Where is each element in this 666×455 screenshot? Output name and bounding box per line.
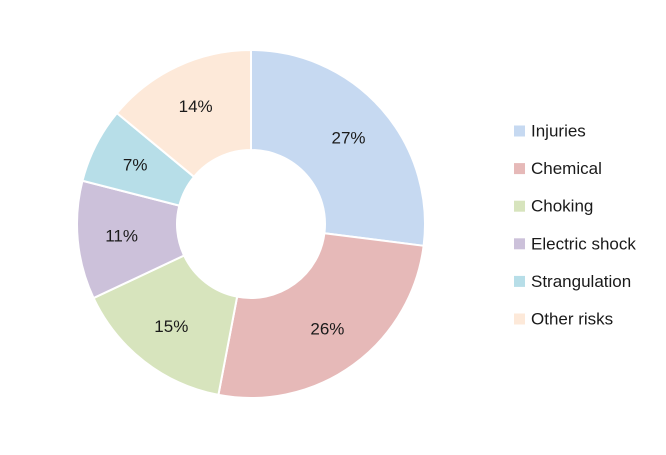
slice-choking — [92, 254, 239, 397]
legend-item-electric-shock: Electric shock — [514, 234, 636, 253]
legend-label: Injuries — [531, 122, 586, 141]
slice-chemical — [217, 232, 425, 399]
legend-item-strangulation: Strangulation — [514, 272, 631, 291]
legend-swatch — [514, 313, 525, 325]
slice-value-label: 15% — [154, 317, 188, 336]
legend-item-chemical: Chemical — [514, 159, 602, 178]
slice-value-label: 26% — [310, 320, 344, 339]
slice-injuries — [250, 48, 426, 247]
legend-label: Other risks — [531, 310, 613, 329]
legend-label: Strangulation — [531, 272, 631, 291]
legend-item-choking: Choking — [514, 197, 593, 216]
legend-swatch — [514, 200, 525, 212]
slice-value-label: 27% — [331, 129, 365, 148]
legend-swatch — [514, 163, 525, 175]
legend-label: Electric shock — [531, 234, 636, 253]
legend-swatch — [514, 125, 525, 137]
slice-value-label: 11% — [105, 227, 138, 246]
slices-layer — [76, 48, 426, 399]
legend-item-other-risks: Other risks — [514, 310, 613, 329]
legend-label: Choking — [531, 197, 593, 216]
legend-swatch — [514, 238, 525, 250]
slice-value-label: 7% — [123, 155, 148, 174]
slice-value-label: 14% — [179, 97, 213, 116]
legend-item-injuries: Injuries — [514, 122, 586, 141]
slice-labels-layer: 27% 26% 15% 11% 7% 14% — [105, 97, 365, 339]
legend-swatch — [514, 275, 525, 287]
legend: Injuries Chemical Choking Electric shock Str… — [514, 122, 636, 329]
legend-label: Chemical — [531, 159, 602, 178]
slice-other-risks — [115, 48, 252, 179]
